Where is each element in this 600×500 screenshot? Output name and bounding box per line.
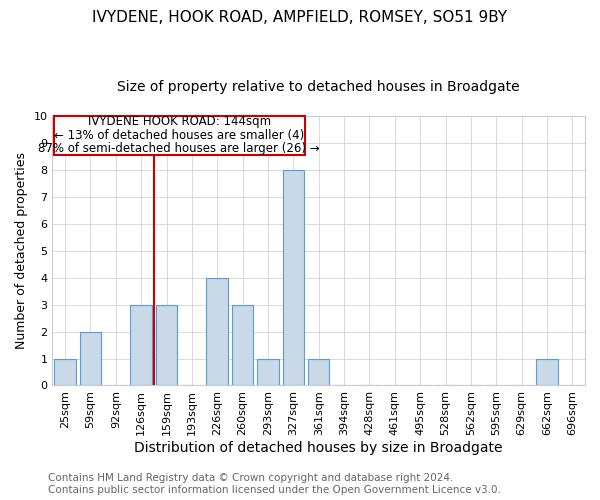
Bar <box>156 304 178 386</box>
X-axis label: Distribution of detached houses by size in Broadgate: Distribution of detached houses by size … <box>134 441 503 455</box>
Y-axis label: Number of detached properties: Number of detached properties <box>15 152 28 349</box>
Bar <box>80 332 101 386</box>
Text: ← 13% of detached houses are smaller (4): ← 13% of detached houses are smaller (4) <box>54 129 304 142</box>
Bar <box>536 358 558 386</box>
Text: Contains HM Land Registry data © Crown copyright and database right 2024.
Contai: Contains HM Land Registry data © Crown c… <box>48 474 501 495</box>
Bar <box>308 358 329 386</box>
Bar <box>55 358 76 386</box>
Bar <box>257 358 279 386</box>
Bar <box>232 304 253 386</box>
Bar <box>206 278 228 386</box>
Text: IVYDENE, HOOK ROAD, AMPFIELD, ROMSEY, SO51 9BY: IVYDENE, HOOK ROAD, AMPFIELD, ROMSEY, SO… <box>92 10 508 25</box>
Bar <box>283 170 304 386</box>
Text: IVYDENE HOOK ROAD: 144sqm: IVYDENE HOOK ROAD: 144sqm <box>88 116 271 128</box>
Text: 87% of semi-detached houses are larger (26) →: 87% of semi-detached houses are larger (… <box>38 142 320 156</box>
Bar <box>130 304 152 386</box>
Bar <box>53 116 305 155</box>
Title: Size of property relative to detached houses in Broadgate: Size of property relative to detached ho… <box>118 80 520 94</box>
